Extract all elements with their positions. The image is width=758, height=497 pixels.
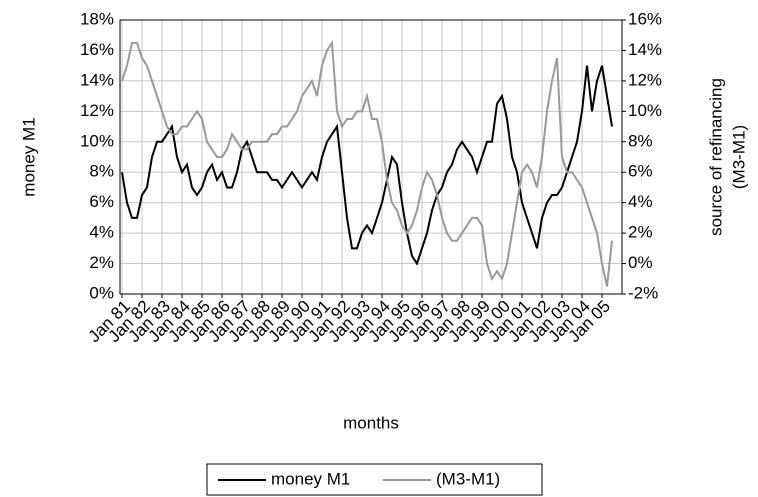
line-series: [121, 65, 613, 266]
legend-label: (M3-M1): [436, 469, 500, 488]
plot-frame: [119, 19, 623, 295]
y2-tick-label: 16%: [628, 9, 662, 28]
y-tick-label: 12%: [80, 101, 114, 120]
x-axis-title: months: [343, 413, 399, 432]
y2-tick-label: 14%: [628, 40, 662, 59]
y2-tick-label: -2%: [628, 283, 658, 302]
y2-tick-label: 4%: [628, 192, 653, 211]
y-tick-label: 16%: [80, 40, 114, 59]
y2-axis-title: source of refinancing: [706, 78, 725, 236]
y2-tick-label: 12%: [628, 70, 662, 89]
y2-tick-label: 10%: [628, 101, 662, 120]
y2-tick-label: 2%: [628, 223, 653, 242]
y-tick-label: 18%: [80, 9, 114, 28]
y-tick-label: 0%: [89, 283, 114, 302]
y2-axis-title: (M3-M1): [729, 125, 748, 189]
y-tick-label: 4%: [89, 223, 114, 242]
y2-tick-label: 6%: [628, 162, 653, 181]
y-axis-title: money M1: [19, 117, 38, 196]
y-tick-label: 6%: [89, 192, 114, 211]
y2-tick-label: 8%: [628, 131, 653, 150]
line-series: [121, 39, 613, 287]
y-tick-label: 2%: [89, 253, 114, 272]
y2-tick-label: 0%: [628, 253, 653, 272]
y-tick-label: 10%: [80, 131, 114, 150]
y-tick-label: 8%: [89, 162, 114, 181]
y-tick-label: 14%: [80, 70, 114, 89]
legend-label: money M1: [271, 469, 350, 488]
